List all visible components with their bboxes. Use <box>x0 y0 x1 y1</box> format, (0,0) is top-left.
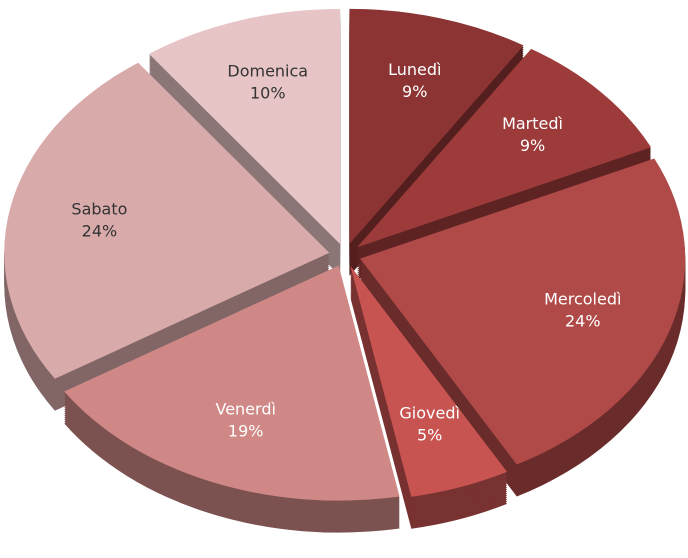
slice-label: Sabato <box>71 200 127 219</box>
value-label: 19% <box>228 421 264 440</box>
value-label: 24% <box>82 222 118 241</box>
slice <box>357 48 652 248</box>
slice-label: Giovedì <box>399 404 460 423</box>
slice <box>350 265 507 497</box>
slice-label: Martedì <box>502 114 563 133</box>
slice-label: Venerdì <box>215 399 275 418</box>
slice-label: Mercoledì <box>544 289 621 308</box>
value-label: 9% <box>520 136 545 155</box>
slice-label: Domenica <box>227 62 308 81</box>
slice <box>4 62 330 379</box>
value-label: 9% <box>402 82 427 101</box>
slice <box>349 8 524 244</box>
value-label: 5% <box>417 426 442 445</box>
value-label: 24% <box>565 311 601 330</box>
slice <box>149 8 341 244</box>
slice <box>64 265 400 501</box>
slice-label: Lunedì <box>388 60 441 79</box>
slice <box>360 158 686 465</box>
value-label: 10% <box>250 84 286 103</box>
